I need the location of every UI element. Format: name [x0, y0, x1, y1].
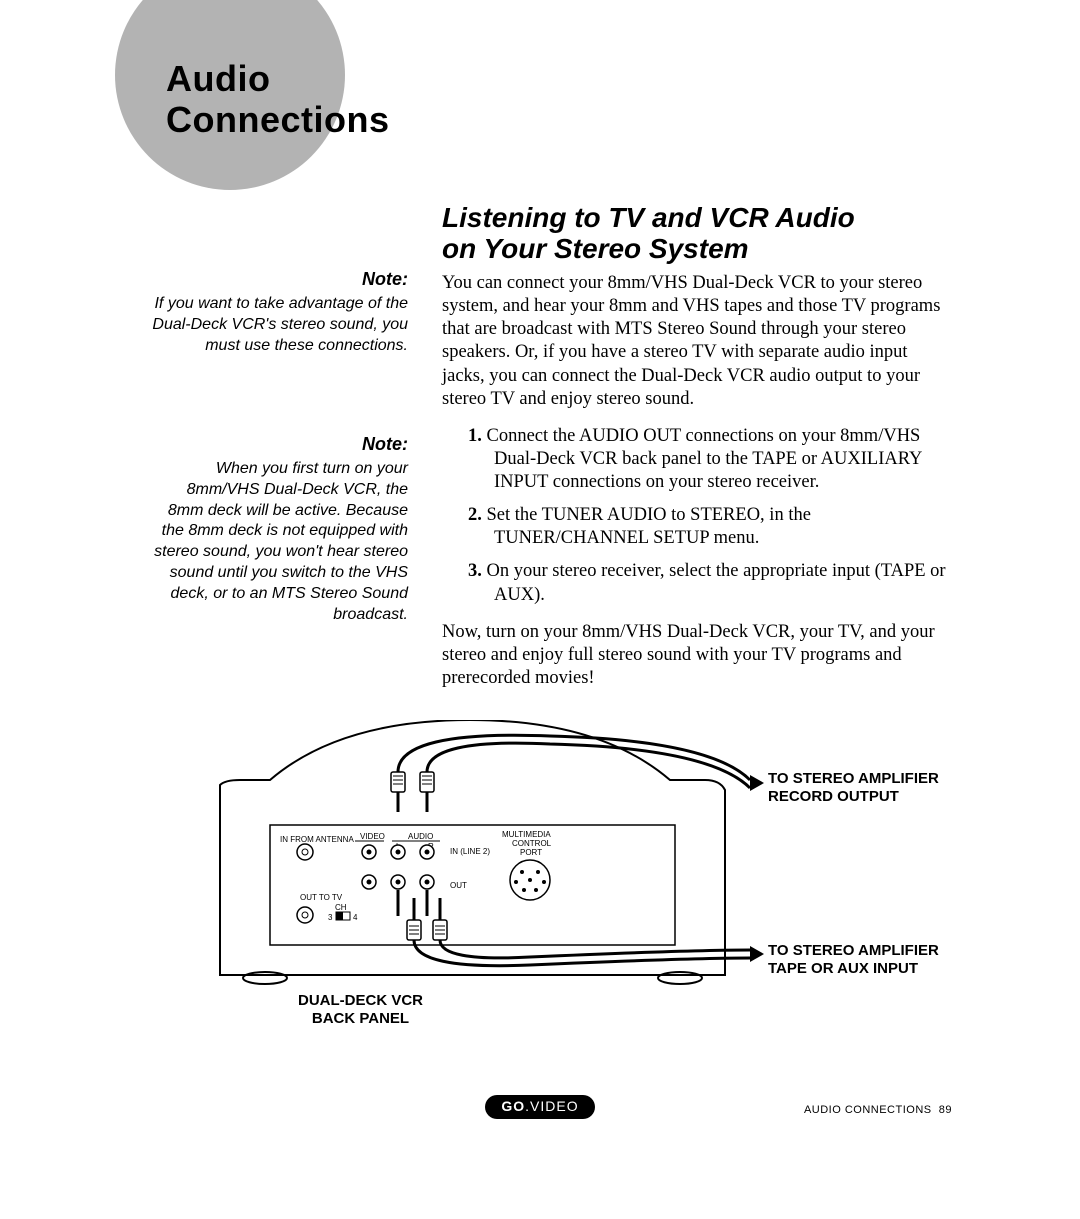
diagram-lower-l1: TO STEREO AMPLIFIER — [768, 942, 939, 959]
note-label-2: Note: — [148, 434, 408, 455]
outro-paragraph: Now, turn on your 8mm/VHS Dual-Deck VCR,… — [442, 621, 952, 690]
step-1-text: Connect the AUDIO OUT connections on you… — [487, 426, 922, 492]
lbl-control: CONTROL — [512, 839, 552, 848]
diagram-back-l1: DUAL-DECK VCR — [298, 992, 423, 1009]
steps-list: 1. Connect the AUDIO OUT connections on … — [468, 425, 952, 607]
step-3-text: On your stereo receiver, select the appr… — [487, 561, 946, 604]
step-2-text: Set the TUNER AUDIO to STEREO, in the TU… — [487, 505, 811, 548]
step-2: 2. Set the TUNER AUDIO to STEREO, in the… — [468, 504, 952, 550]
note-block-1: Note: If you want to take advantage of t… — [148, 269, 408, 356]
lbl-out: OUT — [450, 881, 467, 890]
lbl-out-to-tv: OUT TO TV — [300, 893, 343, 902]
lbl-video: VIDEO — [360, 832, 385, 841]
footer-page: 89 — [939, 1104, 952, 1116]
lbl-ch3: 3 — [328, 913, 333, 922]
step-3: 3. On your stereo receiver, select the a… — [468, 560, 952, 606]
diagram-label-back: DUAL-DECK VCR BACK PANEL — [298, 992, 423, 1028]
body-content: You can connect your 8mm/VHS Dual-Deck V… — [442, 272, 952, 704]
note-label-1: Note: — [148, 269, 408, 290]
diagram-label-lower: TO STEREO AMPLIFIER TAPE OR AUX INPUT — [768, 942, 939, 978]
note-text-2: When you first turn on your 8mm/VHS Dual… — [148, 459, 408, 625]
title-line2: Connections — [166, 99, 390, 140]
lbl-ch: CH — [335, 903, 347, 912]
diagram-label-upper: TO STEREO AMPLIFIER RECORD OUTPUT — [768, 770, 939, 806]
step-1: 1. Connect the AUDIO OUT connections on … — [468, 425, 952, 494]
page-title: Audio Connections — [166, 58, 390, 141]
connection-diagram: IN FROM ANTENNA VIDEO AUDIO L R IN (LINE… — [170, 720, 980, 1080]
lbl-in-from-antenna: IN FROM ANTENNA — [280, 835, 354, 844]
lbl-in-line2: IN (LINE 2) — [450, 847, 490, 856]
section-line1: Listening to TV and VCR Audio — [442, 202, 855, 233]
diagram-lower-l2: TAPE OR AUX INPUT — [768, 960, 918, 977]
diagram-back-l2: BACK PANEL — [312, 1010, 409, 1027]
diagram-upper-l2: RECORD OUTPUT — [768, 788, 899, 805]
brand-badge: GO.VIDEO — [485, 1095, 594, 1119]
intro-paragraph: You can connect your 8mm/VHS Dual-Deck V… — [442, 272, 952, 411]
diagram-upper-l1: TO STEREO AMPLIFIER — [768, 770, 939, 787]
lbl-multimedia: MULTIMEDIA — [502, 830, 551, 839]
title-line1: Audio — [166, 58, 270, 99]
lbl-port: PORT — [520, 848, 542, 857]
lbl-ch4: 4 — [353, 913, 358, 922]
page-footer: AUDIO CONNECTIONS 89 — [804, 1104, 952, 1116]
footer-section: AUDIO CONNECTIONS — [804, 1104, 932, 1116]
note-block-2: Note: When you first turn on your 8mm/VH… — [148, 434, 408, 625]
lbl-audio: AUDIO — [408, 832, 433, 841]
section-line2: on Your Stereo System — [442, 233, 749, 264]
section-heading: Listening to TV and VCR Audio on Your St… — [442, 203, 855, 265]
note-text-1: If you want to take advantage of the Dua… — [148, 294, 408, 356]
